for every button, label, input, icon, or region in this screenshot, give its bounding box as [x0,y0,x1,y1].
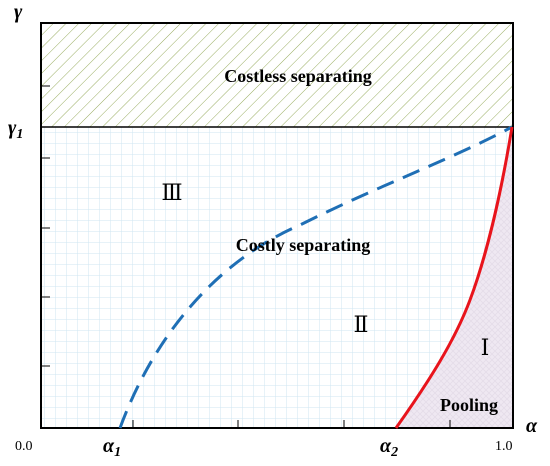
y-axis-label: γ [14,1,23,23]
dashed-boundary-curve [118,125,513,429]
alpha2-label: α2 [380,435,398,460]
x-axis-label: α [526,415,538,437]
gamma1-subscript: 1 [16,127,23,142]
alpha2-subscript: 2 [390,445,398,460]
pooling-region-pattern [396,127,512,428]
costless-label: Costless separating [224,66,372,86]
alpha1-label: α1 [103,435,121,460]
y-ticks [41,85,50,367]
pooling-label: Pooling [440,395,498,415]
costly-label: Costly separating [236,235,371,255]
gamma1-label: γ1 [8,117,23,142]
region-III-label: Ⅲ [161,180,182,205]
gamma1-symbol: γ [8,117,17,139]
alpha1-subscript: 1 [114,445,121,460]
costless-region [41,23,513,127]
alpha2-symbol: α [380,435,392,457]
plot-frame [40,22,514,429]
x-origin-label: 0.0 [15,439,33,454]
solid-boundary-curve [394,126,514,429]
x-end-label: 1.0 [495,439,513,454]
region-I-label: Ⅰ [481,335,490,360]
x-ticks [132,420,451,428]
alpha1-symbol: α [103,435,115,457]
region-II-label: Ⅱ [354,312,369,337]
